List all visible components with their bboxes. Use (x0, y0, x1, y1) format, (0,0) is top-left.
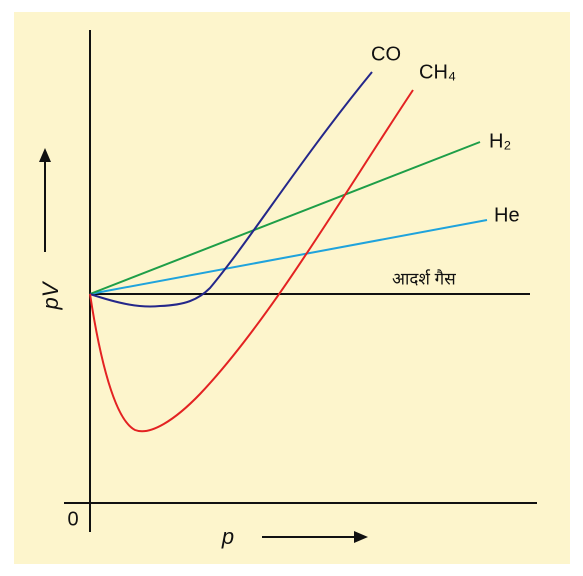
he-label: He (494, 204, 520, 226)
ideal-gas-label: आदर्श गैस (392, 268, 456, 288)
he-curve (89, 219, 488, 295)
x-axis-label: p (221, 524, 234, 549)
background (14, 12, 570, 564)
h2-curve (89, 141, 481, 295)
ch4-curve (89, 89, 414, 433)
ch4-label: CH₄ (419, 61, 456, 83)
x-arrow-head (354, 531, 368, 543)
co-curve (89, 71, 373, 308)
y-arrow-head (39, 148, 51, 162)
co-label: CO (371, 43, 401, 65)
y-axis-label: pV (38, 280, 63, 310)
h2-label: H₂ (489, 130, 511, 152)
origin-label: 0 (67, 508, 78, 530)
